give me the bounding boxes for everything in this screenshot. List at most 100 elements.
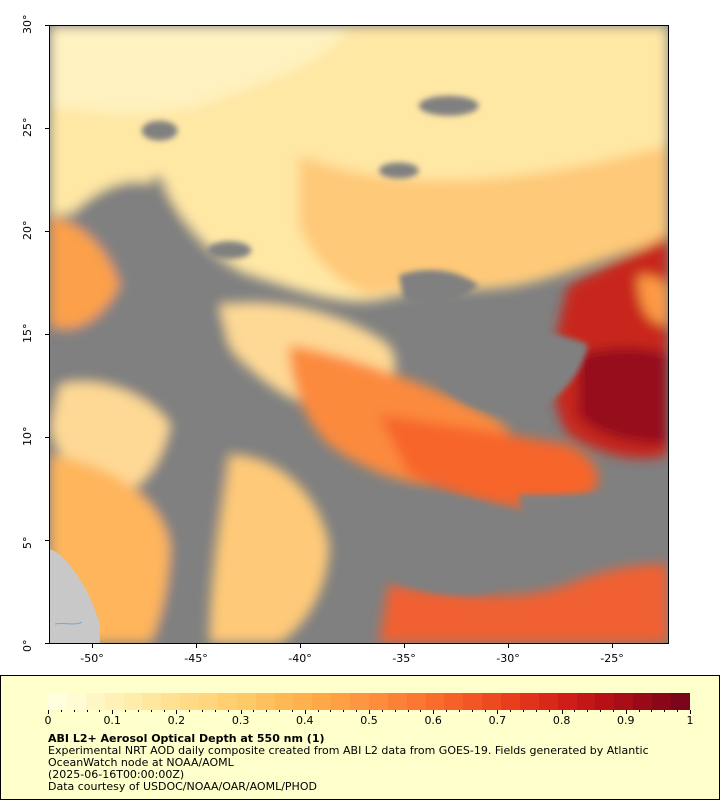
colorbar-step [293, 693, 313, 710]
colorbar-tick [343, 710, 345, 712]
colorbar-label: 0.8 [552, 714, 571, 727]
colorbar-tick [587, 710, 589, 712]
colorbar-step [142, 693, 162, 710]
x-axis-label-minus30: -30° [496, 652, 520, 665]
x-axis-label-minus25: -25° [600, 652, 624, 665]
colorbar-tick [497, 710, 499, 714]
colorbar-step [557, 693, 577, 710]
colorbar-step [104, 693, 124, 710]
legend-panel: 0 0.1 0.2 0.3 0.4 0.5 0.6 0.7 0.8 0.9 1 ABI L2+ Ae… [0, 675, 720, 800]
y-axis-label-25: 25° [21, 117, 34, 138]
aod-map-image [50, 26, 668, 643]
legend-description-line: OceanWatch node at NOAA/AOML [48, 756, 234, 769]
x-axis-label-minus50: -50° [80, 652, 104, 665]
colorbar-tick [240, 710, 242, 714]
y-tick-mark [45, 437, 49, 438]
colorbar-tick [484, 710, 486, 712]
colorbar-tick [677, 710, 679, 712]
colorbar-step [614, 693, 634, 710]
colorbar-tick [625, 710, 627, 714]
colorbar-label: 0.4 [296, 714, 314, 727]
colorbar-step [312, 693, 332, 710]
colorbar-tick [137, 710, 139, 712]
colorbar-tick [304, 710, 306, 714]
colorbar-step [538, 693, 558, 710]
colorbar-step [48, 693, 67, 710]
colorbar-step [595, 693, 615, 710]
colorbar-label: 0.2 [167, 714, 186, 727]
x-axis-label-minus35: -35° [392, 652, 416, 665]
colorbar-tick [471, 710, 473, 712]
colorbar [48, 693, 690, 710]
colorbar-step [161, 693, 181, 710]
colorbar-tick [291, 710, 293, 712]
colorbar-tick [163, 710, 165, 712]
colorbar-tick [214, 710, 216, 712]
x-tick-mark [612, 644, 613, 648]
colorbar-step [85, 693, 105, 710]
colorbar-tick [433, 710, 435, 714]
x-axis-label-minus45: -45° [184, 652, 208, 665]
colorbar-step [425, 693, 445, 710]
legend-title: ABI L2+ Aerosol Optical Depth at 550 nm … [48, 732, 325, 745]
y-axis-label-20: 20° [21, 220, 34, 241]
x-tick-mark [92, 644, 93, 648]
colorbar-tick [510, 710, 512, 712]
x-tick-mark [300, 644, 301, 648]
colorbar-step [463, 693, 483, 710]
colorbar-tick [407, 710, 409, 712]
colorbar-step [350, 693, 369, 710]
colorbar-tick [60, 710, 62, 712]
colorbar-tick [202, 710, 204, 712]
colorbar-step [633, 693, 652, 710]
colorbar-step [66, 693, 86, 710]
y-axis-label-15: 15° [21, 323, 34, 344]
y-tick-mark [45, 128, 49, 129]
colorbar-tick [266, 710, 268, 712]
colorbar-tick [458, 710, 460, 712]
colorbar-tick [227, 710, 229, 712]
colorbar-label: 0 [44, 714, 52, 727]
colorbar-tick [651, 710, 653, 712]
colorbar-step [444, 693, 464, 710]
y-axis-label-10: 10° [21, 426, 34, 447]
colorbar-tick [125, 710, 127, 712]
colorbar-tick [381, 710, 383, 712]
y-axis-label-5: 5° [21, 536, 34, 550]
colorbar-tick [73, 710, 75, 712]
colorbar-step [180, 693, 199, 710]
colorbar-tick [664, 710, 666, 712]
colorbar-label: 0.9 [617, 714, 635, 727]
colorbar-step [331, 693, 350, 710]
colorbar-step [199, 693, 218, 710]
colorbar-tick [176, 710, 178, 714]
legend-description-line: Experimental NRT AOD daily composite cre… [48, 744, 649, 757]
colorbar-step [368, 693, 388, 710]
colorbar-tick [561, 710, 563, 714]
colorbar-tick [150, 710, 152, 712]
colorbar-step [406, 693, 426, 710]
colorbar-tick [690, 710, 691, 714]
y-tick-mark [45, 231, 49, 232]
colorbar-step [670, 693, 690, 710]
colorbar-tick [279, 710, 281, 712]
y-axis-label-0: 0° [21, 639, 34, 653]
y-tick-mark [45, 25, 49, 26]
y-axis-label-30: 30° [21, 14, 34, 35]
colorbar-tick [48, 710, 49, 714]
map-area[interactable] [49, 25, 669, 644]
colorbar-tick [600, 710, 602, 712]
colorbar-tick [356, 710, 358, 712]
colorbar-tick [330, 710, 332, 712]
colorbar-label: 1 [686, 714, 694, 727]
colorbar-step [501, 693, 520, 710]
colorbar-tick [99, 710, 101, 712]
colorbar-label: 0.6 [424, 714, 442, 727]
colorbar-label: 0.5 [360, 714, 378, 727]
x-tick-mark [404, 644, 405, 648]
colorbar-tick [394, 710, 396, 712]
colorbar-tick [86, 710, 88, 712]
colorbar-tick [638, 710, 640, 712]
colorbar-tick [523, 710, 525, 712]
colorbar-step [236, 693, 256, 710]
